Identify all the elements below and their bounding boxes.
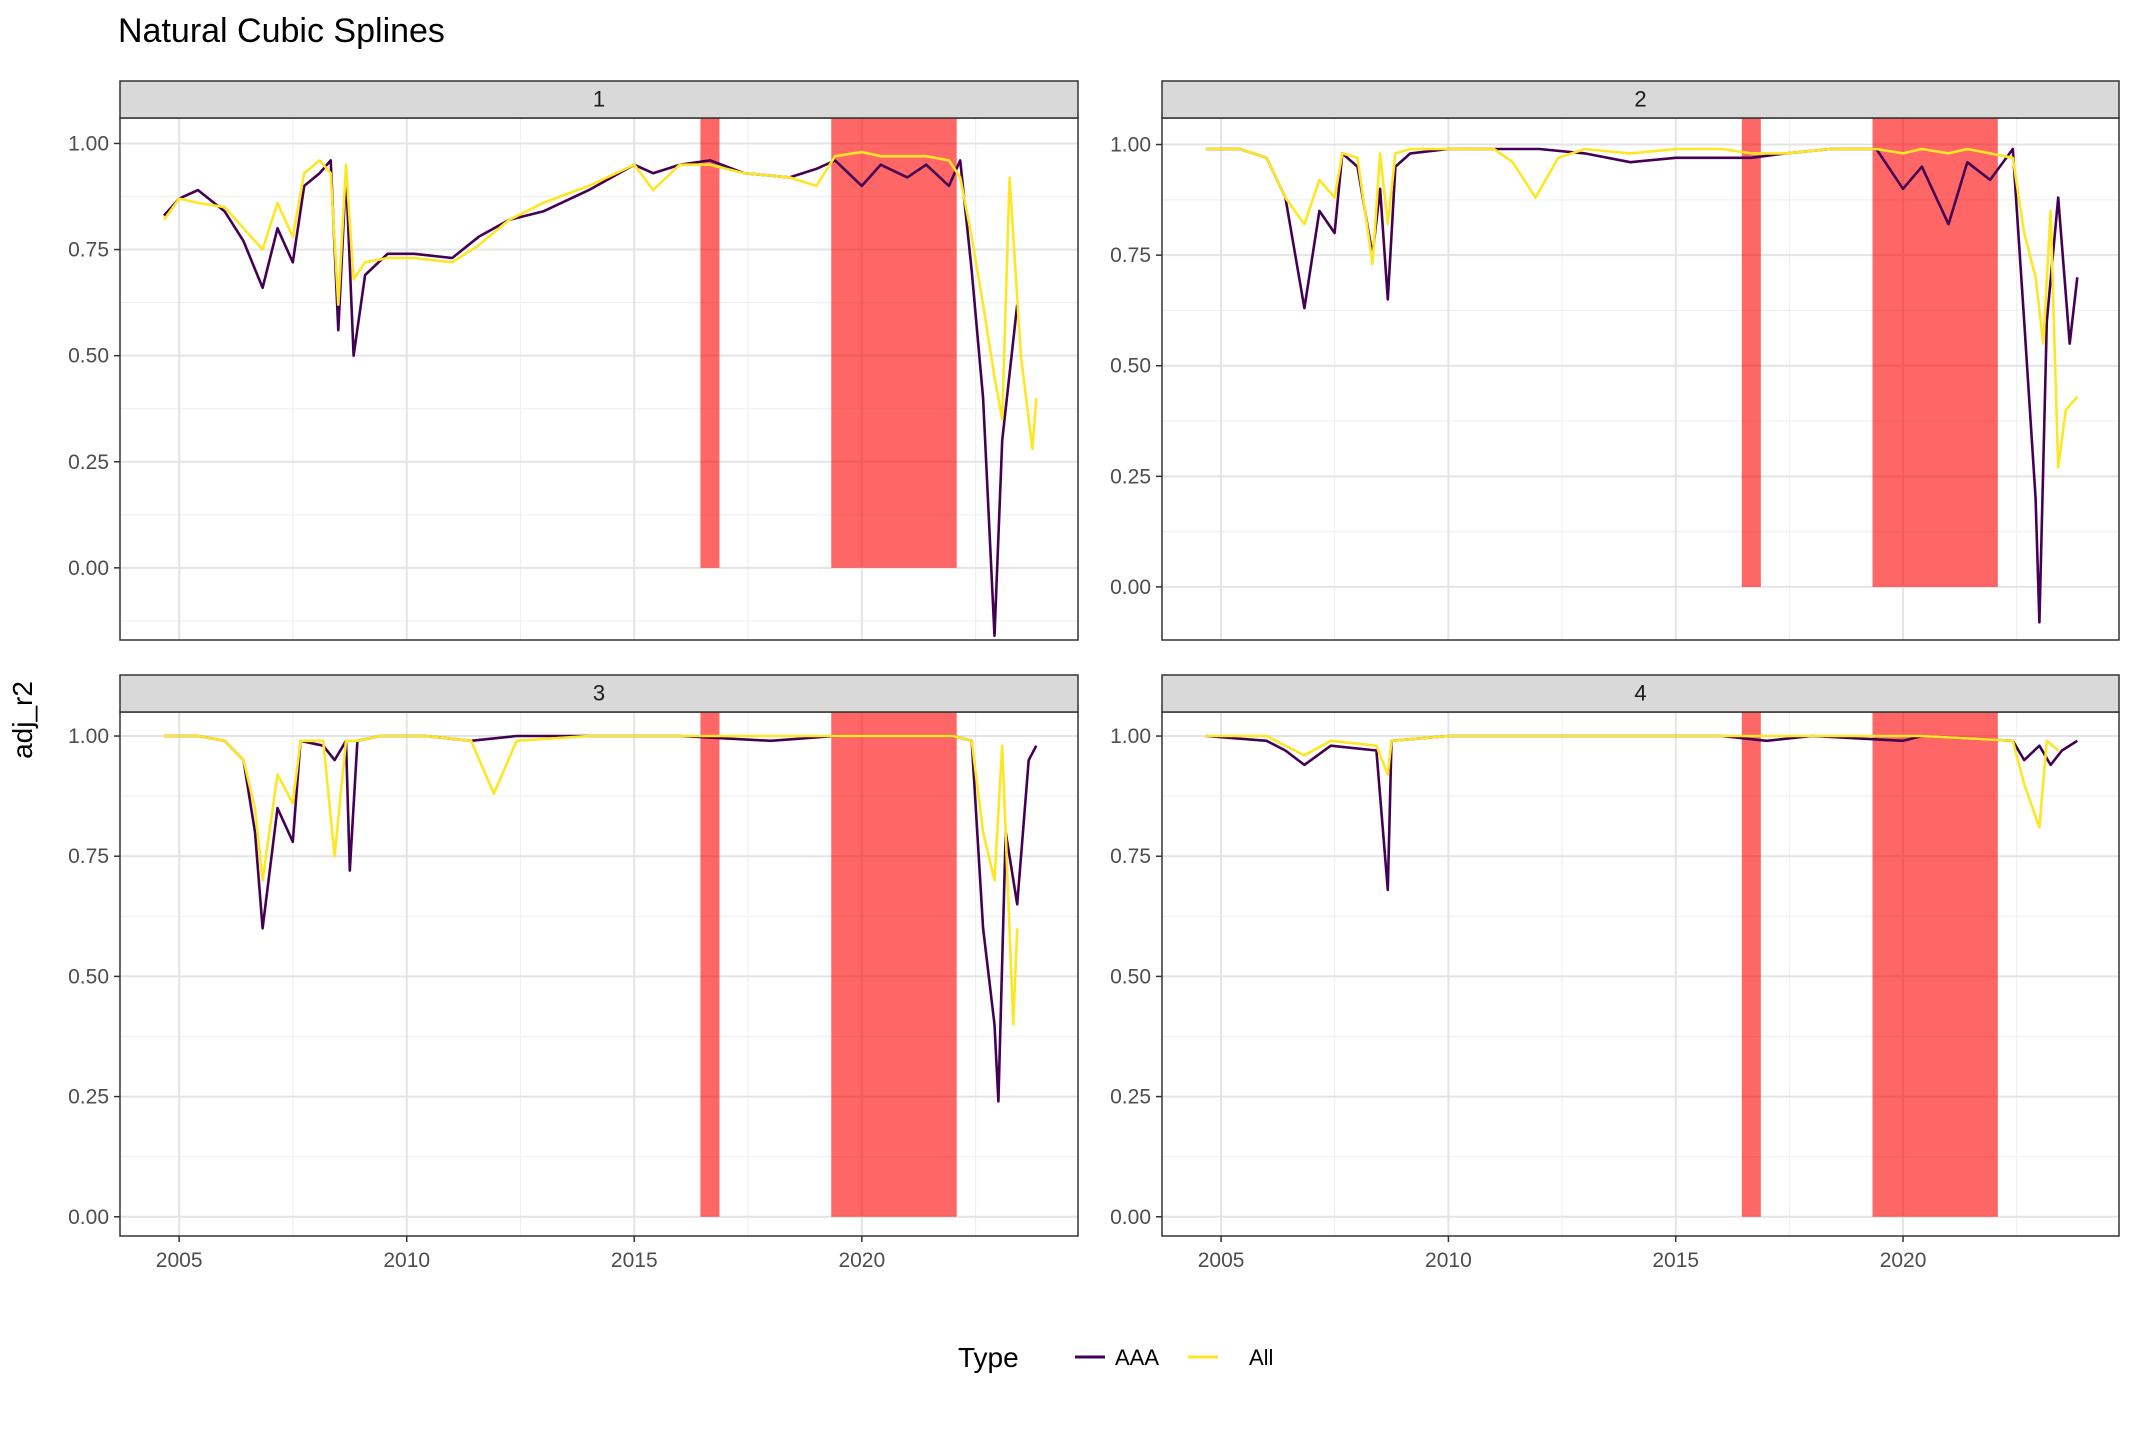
shaded-period-2 — [831, 712, 957, 1217]
y-tick-label: 0.75 — [1110, 845, 1151, 868]
y-tick-label: 0.00 — [68, 1206, 109, 1229]
y-tick-label: 0.25 — [1110, 1086, 1151, 1109]
x-tick-label: 2015 — [611, 1249, 658, 1272]
y-tick-label: 0.25 — [68, 1086, 109, 1109]
y-tick-label: 0.75 — [68, 845, 109, 868]
y-tick-label: 0.25 — [68, 451, 109, 474]
panel-4-strip-label: 4 — [1634, 681, 1646, 706]
panel-4: 4 1.00 0.75 0.50 0.25 0.00 2005 2010 2015 2020 — [1110, 674, 2120, 1272]
x-tick-label: 2005 — [156, 1249, 203, 1272]
y-tick-label: 1.00 — [1110, 725, 1151, 748]
panel-1-strip-label: 1 — [593, 87, 605, 112]
shaded-period-2 — [1872, 118, 1998, 587]
series-line-all — [162, 150, 1038, 451]
facet-panels: 1 1.00 0.75 0.50 0.25 0.00 2 1.00 0.75 0.50 0.25 0.… — [68, 80, 2120, 1272]
x-tick-label: 2010 — [383, 1249, 430, 1272]
legend-title: Type — [958, 1342, 1019, 1373]
x-tick-label: 2015 — [1652, 1249, 1699, 1272]
shaded-period-1 — [1741, 712, 1761, 1217]
shaded-period-2 — [1872, 712, 1998, 1217]
x-tick-label: 2010 — [1425, 1249, 1472, 1272]
panel-1: 1 1.00 0.75 0.50 0.25 0.00 — [68, 80, 1079, 641]
shaded-period-1 — [1741, 118, 1761, 587]
y-axis-title: adj_r2 — [7, 681, 38, 759]
series-line-all — [1205, 734, 2060, 829]
panel-4-strip — [1161, 674, 2120, 713]
legend-label-all: All — [1249, 1345, 1273, 1370]
y-tick-label: 0.50 — [68, 965, 109, 988]
x-tick-label: 2005 — [1198, 1249, 1245, 1272]
y-tick-label: 1.00 — [1110, 134, 1151, 157]
y-tick-label: 0.00 — [1110, 1206, 1151, 1229]
shaded-period-1 — [700, 712, 720, 1217]
y-tick-label: 1.00 — [68, 132, 109, 155]
panel-3-strip — [119, 674, 1079, 713]
panel-3: 3 1.00 0.75 0.50 0.25 0.00 2005 2010 2015 2020 — [68, 674, 1079, 1272]
panel-1-strip — [119, 80, 1079, 119]
y-tick-label: 0.00 — [1110, 576, 1151, 599]
y-tick-label: 0.50 — [68, 345, 109, 368]
panel-2-strip — [1161, 80, 2120, 119]
series-line-aaa — [163, 159, 1019, 638]
panel-2: 2 1.00 0.75 0.50 0.25 0.00 — [1110, 80, 2120, 641]
panel-3-strip-label: 3 — [593, 681, 605, 706]
y-tick-label: 1.00 — [68, 725, 109, 748]
y-tick-label: 0.75 — [68, 239, 109, 262]
series-line-all — [1205, 147, 2079, 469]
y-tick-label: 0.00 — [68, 557, 109, 580]
y-tick-label: 0.50 — [1110, 355, 1151, 378]
shaded-period-2 — [831, 118, 957, 568]
legend-label-aaa: AAA — [1115, 1345, 1159, 1370]
legend: Type AAA All — [958, 1342, 1273, 1373]
chart-title: Natural Cubic Splines — [118, 12, 445, 50]
x-tick-label: 2020 — [1880, 1249, 1927, 1272]
shaded-period-1 — [700, 118, 720, 568]
series-line-aaa — [1205, 147, 2079, 624]
x-tick-label: 2020 — [838, 1249, 885, 1272]
y-tick-label: 0.75 — [1110, 244, 1151, 267]
y-tick-label: 0.50 — [1110, 965, 1151, 988]
panel-2-strip-label: 2 — [1634, 87, 1646, 112]
y-tick-label: 0.25 — [1110, 465, 1151, 488]
series-line-all — [164, 734, 1019, 1026]
